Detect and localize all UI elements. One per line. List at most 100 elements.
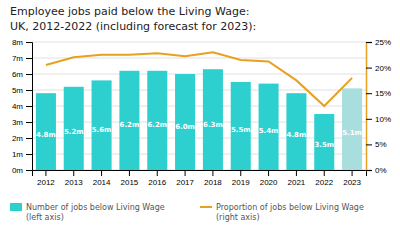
x-tick: 2016 (148, 170, 166, 187)
y-axis-tick: 4m (12, 102, 32, 111)
y-axis: 0m 1m 2m 3m 4m 5m 6m 7m 8m (12, 38, 33, 175)
y-axis-tick-mark (26, 122, 32, 123)
data-label: 3.5m (314, 141, 334, 149)
y2-axis-tick: 5% (366, 140, 387, 149)
x-tick-label: 2021 (288, 178, 306, 187)
y2-axis-tick-label: 0% (375, 166, 387, 175)
y-axis-tick-label: 1m (12, 150, 23, 159)
chart: Employee jobs paid below the Living Wage… (0, 0, 400, 225)
y2-axis: 0% 5% 10% 15% 20% 25% (366, 38, 391, 175)
y-axis-tick-mark (26, 74, 32, 75)
x-tick: 2012 (37, 170, 55, 187)
line (46, 52, 352, 106)
data-label: 6.0m (175, 123, 195, 131)
legend-swatch (200, 206, 212, 208)
y-axis-tick-label: 2m (12, 134, 23, 143)
grid (32, 42, 366, 170)
bar (36, 93, 56, 170)
x-tick-mark (45, 170, 46, 176)
x-tick-mark (240, 170, 241, 176)
x-tick-label: 2020 (260, 178, 278, 187)
y-axis-tick-label: 3m (12, 118, 23, 127)
y2-axis-tick-mark (366, 119, 372, 120)
data-label: 5.1m (342, 129, 362, 137)
x-axis: 2012201320142015201620172018201920202021… (33, 170, 367, 187)
bar (119, 71, 139, 170)
bar (175, 74, 195, 170)
y-axis-tick: 1m (12, 150, 32, 159)
x-tick-mark (268, 170, 269, 176)
bar (314, 114, 334, 170)
y2-axis-tick-mark (366, 93, 372, 94)
x-tick-label: 2022 (315, 178, 333, 187)
x-tick-mark (324, 170, 325, 176)
y2-axis-line (367, 43, 373, 171)
x-tick-label: 2012 (37, 178, 55, 187)
bar (92, 80, 112, 170)
subtitle: UK, 2012-2022 (including forecast for 20… (10, 20, 256, 33)
x-tick-mark (296, 170, 297, 176)
legend-item: Number of jobs below Living Wage(left ax… (10, 203, 165, 222)
legend-item: Proportion of jobs below Living Wage(rig… (200, 203, 364, 222)
x-tick-mark (129, 170, 130, 176)
y-axis-tick-mark (26, 90, 32, 91)
bars (36, 69, 362, 170)
bar (147, 71, 167, 170)
x-tick: 2017 (176, 170, 194, 187)
data-label: 5.5m (231, 126, 251, 134)
y-axis-tick-label: 6m (12, 70, 23, 79)
bar (64, 87, 84, 170)
title-group: Employee jobs paid below the Living Wage… (10, 5, 256, 33)
y-axis-tick-label: 0m (12, 166, 23, 175)
x-tick: 2014 (93, 170, 111, 187)
y2-axis-tick-label: 15% (375, 89, 391, 98)
x-tick-mark (157, 170, 158, 176)
legend: Number of jobs below Living Wage(left ax… (10, 203, 364, 222)
x-tick: 2013 (65, 170, 83, 187)
y-axis-tick-mark (26, 106, 32, 107)
x-tick: 2023 (343, 170, 361, 187)
y-axis-tick: 2m (12, 134, 32, 143)
data-label: 4.8m (287, 131, 307, 139)
data-label: 5.4m (259, 127, 279, 135)
y-axis-tick: 7m (12, 54, 32, 63)
y2-axis-tick: 20% (366, 64, 391, 73)
y-axis-tick-label: 5m (12, 86, 23, 95)
x-tick-label: 2017 (176, 178, 194, 187)
data-label: 4.8m (36, 131, 56, 139)
grid-line (32, 58, 366, 59)
x-tick-label: 2014 (93, 178, 111, 187)
legend-swatch (10, 203, 22, 211)
y-axis-tick: 3m (12, 118, 32, 127)
y-axis-tick-mark (26, 58, 32, 59)
y2-axis-tick-mark (366, 144, 372, 145)
data-label: 6.3m (203, 121, 223, 129)
plot: 4.8m5.2m5.6m6.2m6.2m6.0m6.3m5.5m5.4m4.8m… (12, 38, 391, 187)
data-label: 5.2m (64, 128, 84, 136)
y2-axis-tick: 15% (366, 89, 391, 98)
y2-axis-tick-label: 10% (375, 115, 391, 124)
data-label: 6.2m (147, 121, 167, 129)
bar (203, 69, 223, 170)
x-tick: 2021 (288, 170, 306, 187)
x-axis-line (33, 171, 367, 177)
bar (231, 82, 251, 170)
x-tick: 2020 (260, 170, 278, 187)
y-axis-tick-label: 7m (12, 54, 23, 63)
bar (259, 84, 279, 170)
bar (286, 93, 306, 170)
x-tick-label: 2016 (148, 178, 166, 187)
x-tick-label: 2019 (232, 178, 250, 187)
x-tick: 2019 (232, 170, 250, 187)
x-tick-label: 2015 (121, 178, 139, 187)
y2-axis-tick: 25% (366, 38, 391, 47)
y-axis-tick-label: 4m (12, 102, 23, 111)
y-axis-tick: 8m (12, 38, 32, 47)
y-axis-line (26, 43, 33, 171)
x-tick: 2022 (315, 170, 333, 187)
x-tick-label: 2023 (343, 178, 361, 187)
y-axis-tick: 5m (12, 86, 32, 95)
grid-line (32, 74, 366, 75)
data-labels: 4.8m5.2m5.6m6.2m6.2m6.0m6.3m5.5m5.4m4.8m… (36, 121, 362, 149)
title: Employee jobs paid below the Living Wage… (10, 5, 249, 18)
